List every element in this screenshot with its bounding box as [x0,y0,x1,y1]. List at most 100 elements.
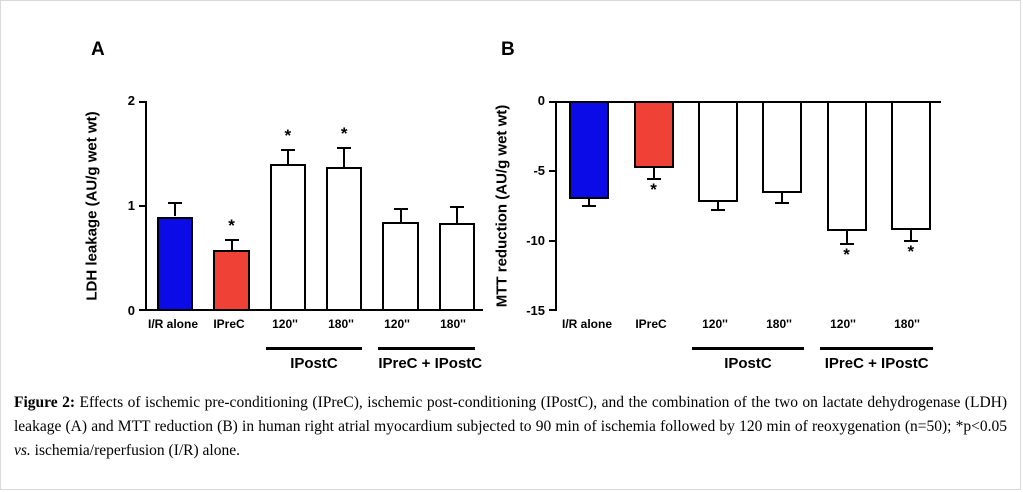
mtt-reduction-chart: MTT reduction (AU/g wet wt) 0 -5 -10 -15 * * *… [489,93,941,389]
bar-B-4 [762,101,803,194]
bar-B-1 [569,101,610,199]
panel-a-group-labels: IPostC IPreC + IPostC [145,341,483,389]
panel-a-x-axis-labels: I/R alone IPreC 120'' 180'' 120'' 180'' [145,317,481,331]
x-axis-label-B-3: 120'' [702,317,728,331]
significance-asterisk: * [843,244,850,264]
y-axis-tick-label: 1 [127,198,135,213]
y-axis-tick [549,101,557,103]
error-bar-cap [393,208,408,211]
panel-b-plot-area: 0 -5 -10 -15 * * * [526,93,941,318]
error-bar-cap [646,178,661,181]
panel-b-plot-column: 0 -5 -10 -15 * * * I/R alone IPreC 120'' 180'' 120… [526,93,941,389]
error-bar [588,199,591,206]
y-axis-tick-label: 0 [127,303,135,318]
group-label-text: IPreC + IPostC [378,355,483,372]
x-axis-label-B-6: 180'' [894,317,920,331]
x-axis-label-B-4: 180'' [766,317,792,331]
bar-A-6 [438,222,475,311]
error-bar-cap [839,242,854,245]
error-bar [781,193,784,204]
panel-a-y-axis-title-text: LDH leakage (AU/g wet wt) [83,111,101,301]
group-iprec-ipostc: IPreC + IPostC [378,347,483,372]
group-label-text: IPostC [724,355,772,372]
error-bar [652,168,655,180]
x-axis-label-B-1: I/R alone [561,317,612,331]
y-axis-tick [549,170,557,172]
y-axis-tick [549,240,557,242]
panel-a: A LDH leakage (AU/g wet wt) 2 1 0 * * * I/R a… [79,39,483,389]
x-axis-line [557,101,941,103]
y-axis-tick-label: 2 [127,93,135,108]
error-bar-cap [710,209,725,212]
x-axis-label-A-3: 120'' [272,317,298,331]
panel-a-letter: A [91,39,105,60]
y-axis-tick [549,309,557,311]
error-bar-cap [903,240,918,242]
bar-A-2 [213,250,250,311]
error-bar [286,150,289,164]
significance-asterisk: * [650,180,657,200]
error-bar-cap [168,201,183,204]
error-bar-cap [582,205,597,207]
error-bar [909,229,912,241]
panel-b: B MTT reduction (AU/g wet wt) 0 -5 -10 -15 *… [489,39,941,389]
bar-A-4 [326,167,363,311]
bar-A-3 [269,164,306,311]
group-ipostc: IPostC [691,347,805,372]
caption-body-2: ischemia/reperfusion (I/R) alone. [30,442,240,460]
y-axis-tick-label: -5 [533,163,545,178]
significance-asterisk: * [228,215,235,235]
x-axis-label-A-6: 180'' [440,317,466,331]
group-label-text: IPostC [290,355,338,372]
y-axis-tick [139,101,147,103]
x-axis-label-A-1: I/R alone [147,317,198,331]
error-bar-cap [337,147,352,150]
y-axis-tick-label: 0 [537,93,545,108]
significance-asterisk: * [907,242,915,261]
panel-a-plot-area: 2 1 0 * * * [128,93,483,318]
error-bar-cap [449,206,464,209]
y-axis-tick [139,309,147,311]
panel-a-plot-column: 2 1 0 * * * I/R alone IPreC 120'' 180'' 120'' 180'… [128,93,483,389]
panel-b-letter: B [501,39,515,60]
error-bar-cap [280,149,295,152]
group-iprec-ipostc: IPreC + IPostC [820,347,933,372]
error-bar [399,209,402,222]
error-bar [174,202,177,217]
bar-A-5 [382,221,419,311]
x-axis-label-A-5: 120'' [384,317,410,331]
y-axis-tick-label: -10 [526,233,545,248]
error-bar [343,148,346,168]
panel-b-y-axis-title-text: MTT reduction (AU/g wet wt) [493,104,511,308]
error-bar-cap [224,238,239,241]
x-axis-label-A-4: 180'' [328,317,354,331]
x-axis-line [147,309,483,311]
error-bar [845,231,848,244]
bar-B-5 [826,101,867,232]
bar-B-6 [890,101,931,230]
bar-A-1 [157,216,194,311]
y-axis-tick-label: -15 [526,303,545,318]
panel-b-group-labels: IPostC IPreC + IPostC [555,341,939,389]
error-bar [230,239,233,251]
caption-italic-vs: vs. [14,442,31,460]
y-axis-tick [139,205,147,207]
x-axis-label-B-5: 120'' [830,317,856,331]
group-ipostc: IPostC [265,347,363,372]
caption-figure-label: Figure 2: [14,394,76,411]
caption-body-1: Effects of ischemic pre-conditioning (IP… [14,394,1007,436]
bar-B-2 [633,101,674,169]
bar-B-3 [697,101,738,202]
x-axis-label-B-2: IPreC [635,317,667,331]
panel-b-x-axis-labels: I/R alone IPreC 120'' 180'' 120'' 180'' [555,317,939,331]
significance-asterisk: * [340,124,348,144]
error-bar [716,201,719,211]
error-bar [455,207,458,223]
figure-caption: Figure 2: Effects of ischemic pre-condit… [14,391,1007,463]
x-axis-label-A-2: IPreC [213,317,245,331]
error-bar-cap [775,202,790,205]
ldh-leakage-chart: LDH leakage (AU/g wet wt) 2 1 0 * * * I/R alo… [79,93,483,389]
panel-b-y-axis-title: MTT reduction (AU/g wet wt) [489,101,515,311]
significance-asterisk: * [284,126,292,146]
